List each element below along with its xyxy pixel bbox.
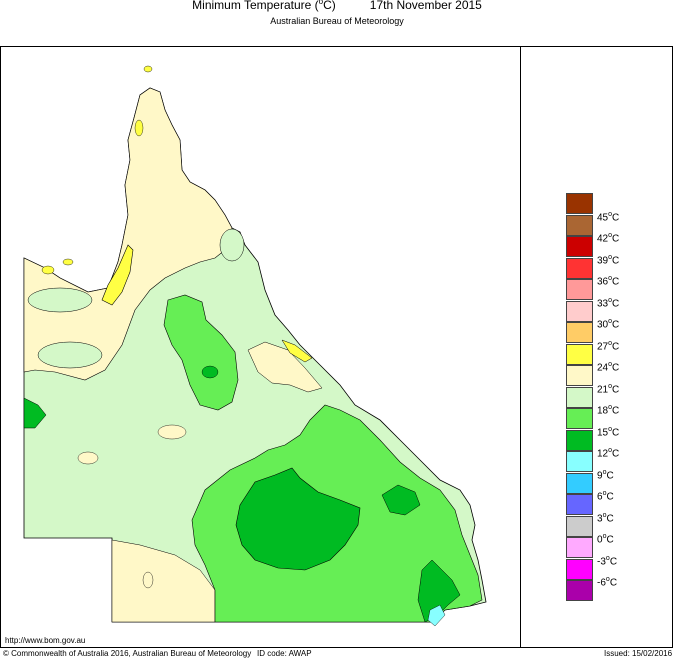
zone-21-24-blob-2 [77, 451, 99, 465]
legend-swatch [566, 494, 593, 515]
legend-label: 6oC [597, 490, 614, 503]
legend-label: 15oC [597, 425, 620, 438]
footer-issued: Issued: 15/02/2016 [604, 649, 673, 658]
zone-9-12-southeast [427, 604, 446, 627]
legend-label: 0oC [597, 533, 614, 546]
legend-swatch [566, 214, 593, 236]
legend-label: 3oC [597, 511, 614, 524]
legend-swatch [566, 515, 593, 537]
zone-12-15-border [417, 559, 461, 623]
zone-15-18-central [163, 294, 239, 411]
map-title: Minimum Temperature (oC) 17th November 20… [0, 0, 674, 12]
legend-label: 30oC [597, 318, 620, 331]
zone-12-15-west-edge [23, 397, 47, 429]
legend-label: 18oC [597, 404, 620, 417]
legend-swatch [566, 451, 593, 472]
title-prefix: Minimum Temperature ( [192, 0, 319, 12]
legend-divider [520, 46, 521, 648]
queensland-map [23, 65, 487, 627]
zone-18-21-patch-central [37, 341, 103, 369]
legend-label: 12oC [597, 447, 620, 460]
zone-21-24-far-west-dot [41, 265, 55, 275]
zone-12-15-southwest [235, 467, 361, 571]
zone-24-27-islet [62, 258, 74, 266]
legend-label: 24oC [597, 361, 620, 374]
agency-name: Australian Bureau of Meteorology [270, 16, 404, 26]
legend-label: 39oC [597, 253, 620, 266]
legend-label: 21oC [597, 382, 620, 395]
zone-24-27-cape [101, 244, 134, 306]
zone-21-24-south [111, 539, 216, 623]
legend-swatch [566, 300, 593, 322]
legend-swatch [566, 580, 593, 601]
legend-swatch [566, 472, 593, 494]
legend-label: 36oC [597, 275, 620, 288]
zone-24-27-north-tip [134, 119, 144, 137]
legend-swatch [566, 408, 593, 429]
footer-id-code: ID code: AWAP [257, 649, 312, 658]
temperature-legend: 45oC 42oC 39oC 36oC 33oC 30oC 27oC 24oC 21oC 18oC… [566, 193, 646, 603]
legend-label: 9oC [597, 468, 614, 481]
legend-label: -6oC [597, 576, 618, 589]
zone-21-24-coast [247, 341, 323, 393]
zone-18-21-patch-northeast [219, 228, 245, 262]
zone-18-21-patch-west [27, 287, 93, 313]
footer-url: http://www.bom.gov.au [5, 636, 86, 645]
legend-label: -3oC [597, 554, 618, 567]
legend-swatch [566, 429, 593, 451]
map-frame [0, 46, 673, 648]
legend-label: 33oC [597, 296, 620, 309]
legend-swatch [566, 279, 593, 300]
legend-label: 45oC [597, 210, 620, 223]
title-block: Minimum Temperature (oC) 17th November 20… [0, 0, 674, 46]
zone-21-24-blob-1 [157, 424, 187, 440]
legend-swatch [566, 365, 593, 386]
legend-swatch [566, 558, 593, 580]
zone-12-15-east [381, 484, 421, 516]
footer-copyright: © Commonwealth of Australia 2016, Austra… [3, 649, 252, 658]
zone-24-27-mackay [281, 339, 313, 363]
legend-swatch [566, 322, 593, 343]
legend-swatch [566, 193, 593, 214]
title-degree: o [318, 0, 324, 6]
map-date: 17th November 2015 [369, 0, 482, 12]
zone-12-15-central-dot [201, 365, 219, 379]
legend-swatch [566, 343, 593, 365]
legend-swatch [566, 386, 593, 408]
legend-swatch [566, 236, 593, 257]
zone-24-27-island [143, 65, 153, 73]
title-suffix: C) [323, 0, 336, 12]
zone-21-24-blob-3 [142, 571, 154, 589]
legend-label: 42oC [597, 232, 620, 245]
legend-swatch [566, 537, 593, 558]
legend-label: 27oC [597, 339, 620, 352]
legend-swatch [566, 257, 593, 279]
